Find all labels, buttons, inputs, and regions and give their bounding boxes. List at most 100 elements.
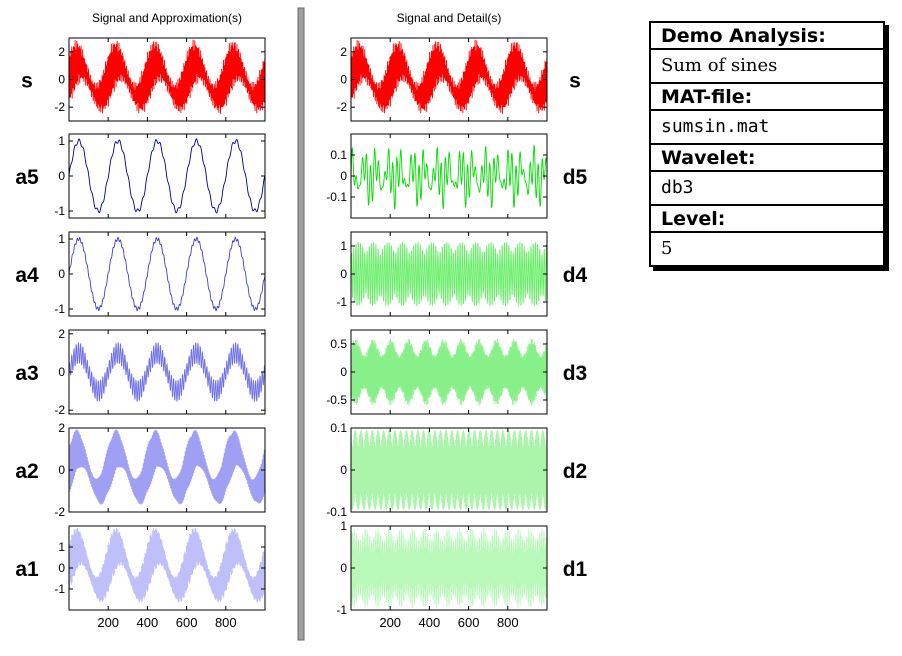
ytick-label: 0.1 (330, 148, 347, 162)
ytick-label: -0.1 (326, 505, 347, 519)
xtick-label: 400 (419, 615, 441, 630)
series-line-s (68, 39, 266, 114)
row-label-d5: d5 (563, 166, 588, 189)
row-label-a2: a2 (15, 460, 38, 483)
ytick-label: -2 (54, 100, 65, 114)
series-line-a1 (68, 527, 266, 603)
ytick-label: 2 (340, 45, 347, 59)
row-label-a4: a4 (15, 264, 39, 287)
ytick-label: 0 (58, 267, 65, 281)
ytick-label: -2 (336, 100, 347, 114)
series-line-d2 (350, 430, 548, 510)
row-label-d4: d4 (563, 264, 588, 287)
ytick-label: 0 (340, 169, 347, 183)
row-label-s: s (21, 70, 33, 93)
level-value: 5 (651, 231, 883, 265)
subplot-d1: 1 0 -1 200 400 600 800 d1 (336, 519, 587, 630)
ytick-label: -1 (54, 204, 65, 218)
subplot-d2: 0.1 0 -0.1 d2 (326, 421, 587, 519)
ytick-label: 0 (340, 561, 347, 575)
ytick-label: 0 (58, 169, 65, 183)
row-label-s: s (569, 70, 581, 93)
column-divider[interactable] (297, 7, 305, 641)
matfile-value: sumsin.mat (651, 109, 883, 143)
series-line-d1 (350, 528, 548, 608)
xtick-label: 600 (458, 615, 480, 630)
subplot-d3: 0.5 0 -0.5 d3 (326, 329, 588, 415)
axes-box-d5 (350, 133, 548, 219)
ytick-label: 0 (340, 73, 347, 87)
ytick-label: 1 (340, 239, 347, 253)
xtick-label: 600 (176, 615, 198, 630)
row-label-d2: d2 (563, 460, 588, 483)
xtick-label: 800 (215, 615, 237, 630)
ytick-label: -0.5 (326, 393, 347, 407)
approximations-column: Signal and Approximation(s) 2 0 -2 s 1 0 -1 a5 1 0… (15, 11, 266, 630)
ytick-label: -0.1 (326, 190, 347, 204)
ytick-label: 0 (340, 267, 347, 281)
wavelet-title: Wavelet: (661, 147, 756, 169)
series-line-s (350, 39, 548, 114)
row-label-a1: a1 (15, 558, 39, 581)
level-section: Level: 5 (651, 206, 883, 265)
row-label-a5: a5 (15, 166, 39, 189)
ytick-label: -1 (54, 582, 65, 596)
ytick-label: 1 (340, 519, 347, 533)
details-column: Signal and Detail(s) 2 0 -2 s 0.1 0 -0.1 d5 1 0 -1 d… (326, 11, 587, 630)
ytick-label: 0 (58, 365, 65, 379)
ytick-label: 1 (58, 232, 65, 246)
ytick-label: -1 (336, 295, 347, 309)
subplot-s: 2 0 -2 s (336, 37, 581, 122)
ytick-label: 1 (58, 134, 65, 148)
matfile-section: MAT-file: sumsin.mat (651, 84, 883, 145)
series-line-a2 (68, 429, 266, 505)
level-title: Level: (661, 208, 726, 230)
ytick-label: 1 (58, 540, 65, 554)
ytick-label: -2 (54, 505, 65, 519)
xtick-label: 200 (379, 615, 401, 630)
ytick-label: 2 (58, 327, 65, 341)
series-line-d5 (350, 144, 548, 210)
ytick-label: -1 (54, 302, 65, 316)
series-line-d3 (350, 338, 548, 406)
subplot-a5: 1 0 -1 a5 (15, 133, 266, 219)
ytick-label: 0 (340, 463, 347, 477)
subplot-a4: 1 0 -1 a4 (15, 231, 266, 317)
column-title: Signal and Approximation(s) (92, 11, 242, 25)
series-line-a5 (68, 138, 266, 214)
analysis-value: Sum of sines (651, 48, 883, 82)
xtick-label: 200 (97, 615, 119, 630)
subplot-a2: 2 0 -2 a2 (15, 421, 266, 519)
subplot-a3: 2 0 -2 a3 (15, 327, 266, 417)
analysis-title: Demo Analysis: (661, 25, 826, 47)
ytick-label: 0 (340, 365, 347, 379)
ytick-label: 2 (58, 45, 65, 59)
matfile-title: MAT-file: (661, 86, 753, 108)
subplot-a1: 1 0 -1 200 400 600 800 a1 (15, 525, 266, 630)
series-line-d4 (350, 241, 548, 307)
column-title: Signal and Detail(s) (397, 11, 502, 25)
series-line-a3 (68, 341, 266, 403)
series-line-a4 (68, 236, 266, 312)
row-label-d3: d3 (563, 362, 588, 385)
row-label-d1: d1 (563, 558, 588, 581)
ytick-label: -2 (54, 403, 65, 417)
info-panel: Demo Analysis: Sum of sines MAT-file: su… (649, 21, 885, 267)
ytick-label: -1 (336, 603, 347, 617)
wavelet-value: db3 (651, 170, 883, 204)
row-label-a3: a3 (15, 362, 38, 385)
ytick-label: 2 (58, 421, 65, 435)
ytick-label: 0.5 (330, 337, 347, 351)
xtick-label: 400 (137, 615, 159, 630)
ytick-label: 0 (58, 463, 65, 477)
ytick-label: 0 (58, 561, 65, 575)
subplot-d4: 1 0 -1 d4 (336, 231, 588, 317)
wavelet-section: Wavelet: db3 (651, 145, 883, 206)
subplot-s: 2 0 -2 s (21, 37, 266, 122)
xtick-label: 800 (497, 615, 519, 630)
ytick-label: 0.1 (330, 421, 347, 435)
subplot-d5: 0.1 0 -0.1 d5 (326, 133, 588, 219)
ytick-label: 0 (58, 73, 65, 87)
analysis-section: Demo Analysis: Sum of sines (651, 23, 883, 84)
